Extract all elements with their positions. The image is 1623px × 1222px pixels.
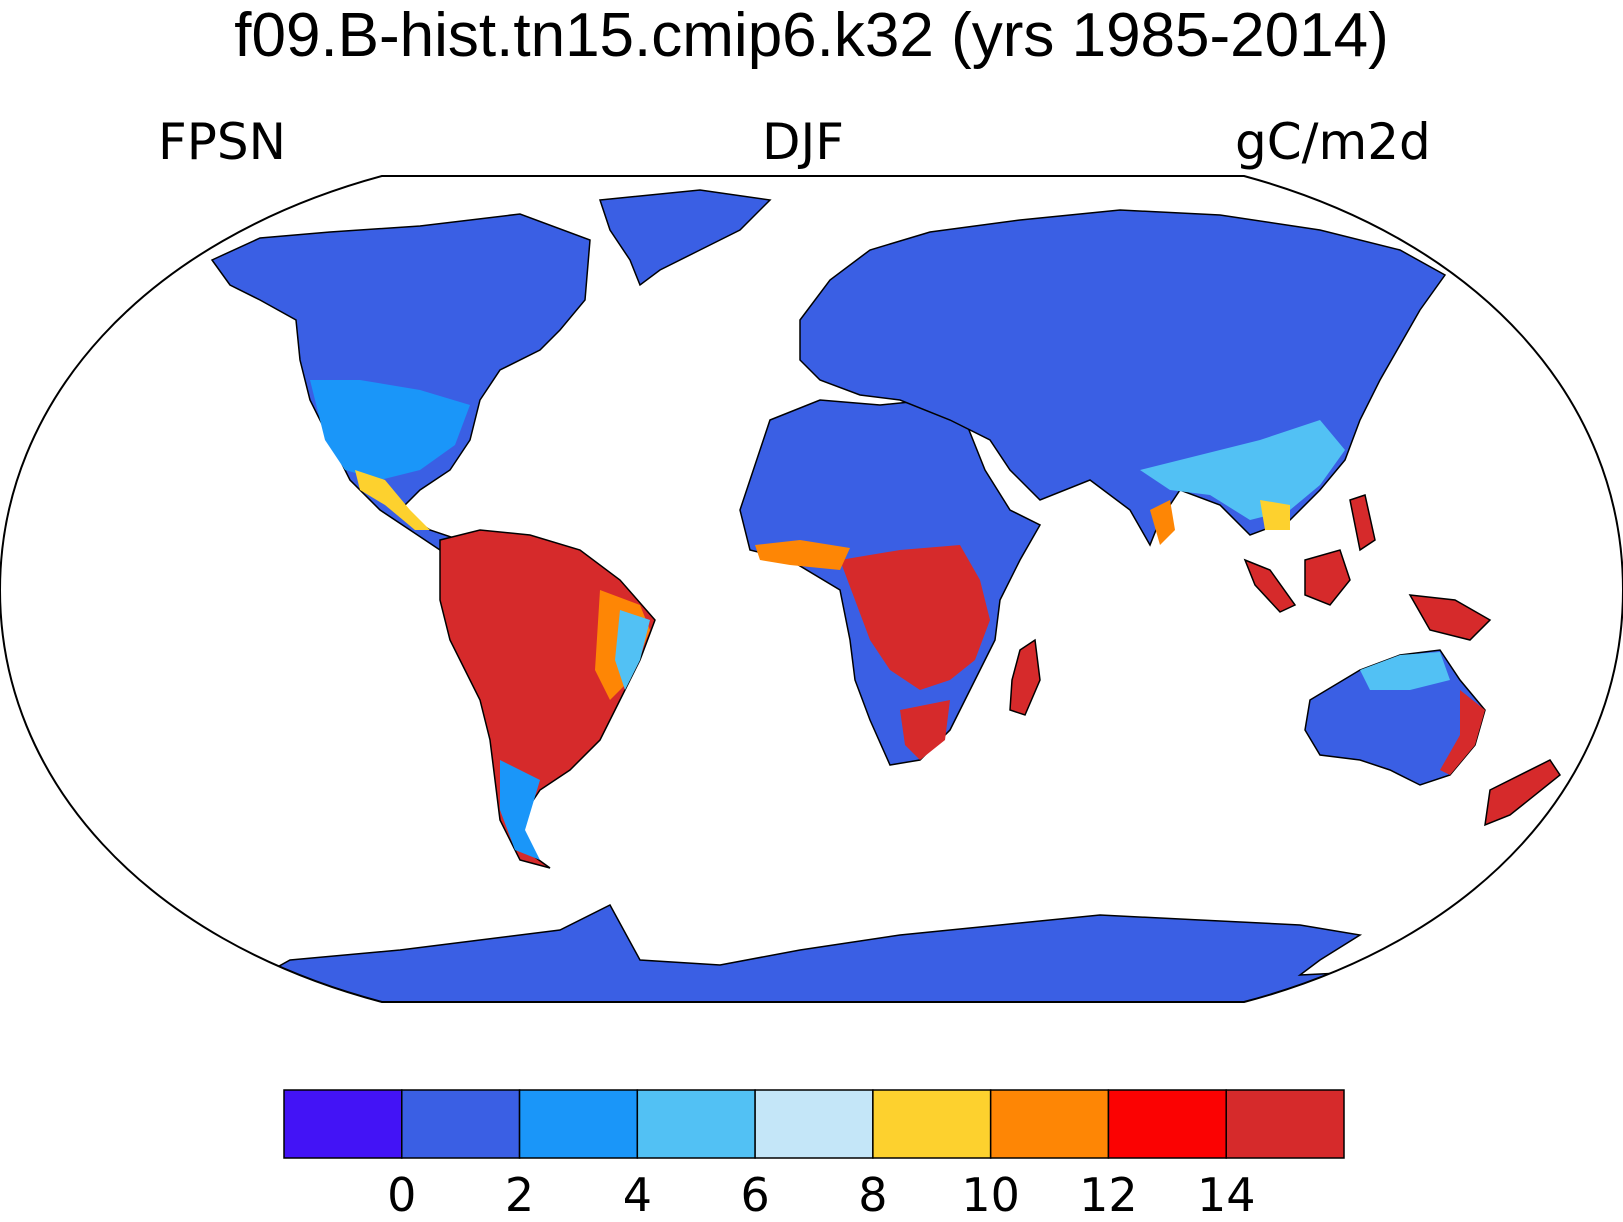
mexico-warm-zone <box>355 470 430 530</box>
north-america-warm-band <box>310 380 470 480</box>
colorbar-tick-label: 2 <box>504 1168 535 1222</box>
colorbar-swatch <box>518 1089 639 1159</box>
colorbar-swatch <box>1107 1089 1227 1159</box>
patagonia-band <box>500 760 540 860</box>
africa-sahel-band <box>755 540 850 570</box>
colorbar-tick-label: 4 <box>622 1168 652 1222</box>
colorbar-swatch <box>872 1089 992 1159</box>
figure-title: f09.B-hist.tn15.cmip6.k32 (yrs 1985-2014… <box>234 1 1389 70</box>
colorbar-swatch <box>989 1089 1110 1159</box>
colorbar-tick-label: 6 <box>740 1168 770 1222</box>
new-guinea <box>1408 594 1492 641</box>
colorbar-swatch <box>1225 1089 1345 1159</box>
north-america-landmass <box>210 213 591 551</box>
colorbar-tick-label: 12 <box>1079 1168 1138 1222</box>
australia-north-band <box>1360 652 1450 690</box>
new-zealand <box>1484 759 1562 827</box>
colorbar-swatch <box>754 1089 874 1159</box>
colorbar-swatch <box>636 1089 756 1159</box>
india-hot-spot <box>1150 500 1175 545</box>
sumatra <box>1243 558 1297 613</box>
map-border <box>0 175 1623 1003</box>
madagascar <box>1009 638 1041 716</box>
world-map <box>0 175 1623 1003</box>
africa-south-zone <box>900 700 950 760</box>
variable-label: FPSN <box>158 113 287 171</box>
colorbar-tick-label: 0 <box>387 1168 417 1222</box>
units-label: gC/m2d <box>1235 113 1431 171</box>
colorbar-swatch <box>401 1089 521 1159</box>
greenland-landmass <box>598 189 772 287</box>
africa-tropical-zone <box>840 545 990 690</box>
south-asia-warm-zone <box>1140 420 1345 520</box>
philippines <box>1349 494 1376 552</box>
colorbar-swatch <box>283 1089 403 1159</box>
colorbar-tick-label: 14 <box>1196 1168 1256 1222</box>
colorbar-tick-label: 8 <box>858 1168 888 1222</box>
colorbar-tick-label: 10 <box>961 1168 1020 1222</box>
borneo <box>1304 549 1351 606</box>
australia-east-coast <box>1440 690 1485 775</box>
indochina-hot-spot <box>1260 500 1290 530</box>
colorbar <box>283 1089 1345 1159</box>
season-label: DJF <box>762 113 845 171</box>
south-america-coast-band <box>615 610 650 690</box>
